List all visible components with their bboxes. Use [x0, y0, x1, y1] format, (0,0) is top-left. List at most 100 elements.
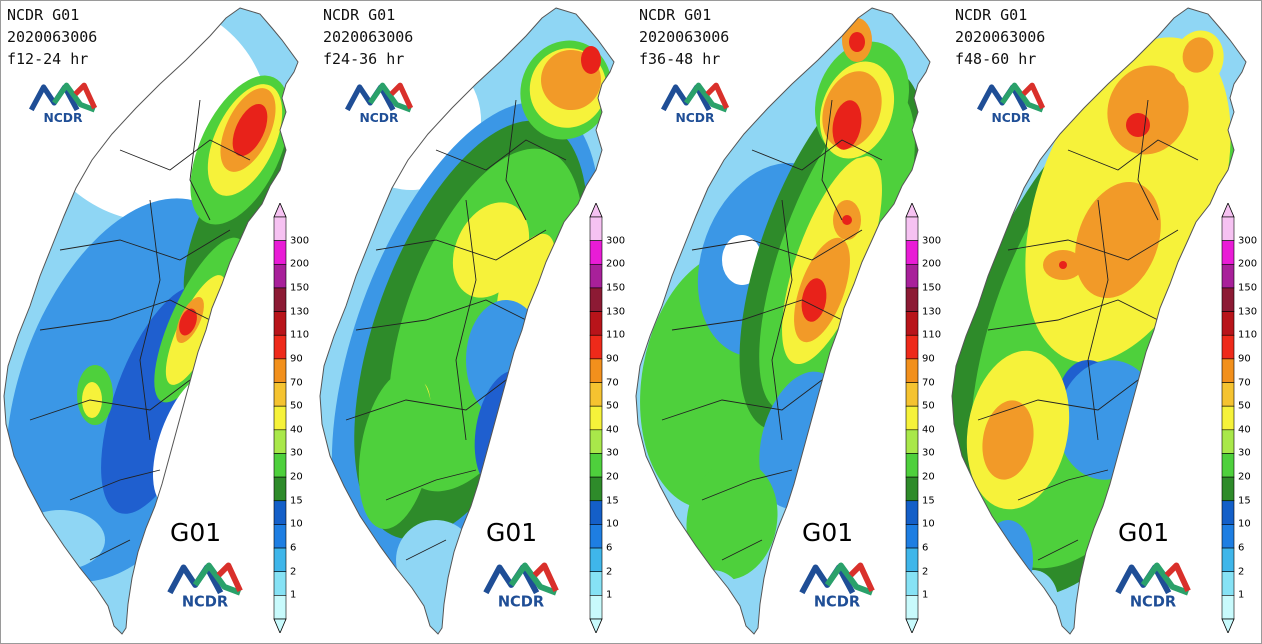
colorbar-segment: [905, 429, 919, 454]
colorbar-segment: [1221, 334, 1235, 360]
county-boundary: [1137, 99, 1159, 221]
logo-text: NCDR: [359, 111, 399, 124]
colorbar-label: 50: [290, 400, 303, 412]
colorbar-label: 40: [606, 424, 619, 436]
ncdr-logo: NCDR: [660, 82, 730, 124]
logo-text: NCDR: [814, 593, 860, 610]
panel-header: NCDR G01 2020063006 f24-36 hr: [323, 4, 413, 70]
header-model: NCDR G01: [955, 6, 1028, 24]
colorbar-label: 90: [606, 353, 619, 365]
county-boundary: [435, 139, 567, 171]
county-boundary: [89, 539, 131, 561]
colorbar-label: 130: [606, 306, 626, 318]
county-boundary: [771, 199, 793, 441]
rainfall-contour: [682, 570, 742, 630]
ncdr-logo: NCDR: [1115, 562, 1191, 610]
county-boundary: [821, 99, 843, 221]
colorbar-segment: [905, 500, 919, 525]
logo-text: NCDR: [991, 111, 1031, 124]
rainfall-contour: [179, 308, 197, 336]
colorbar-segment: [273, 263, 287, 289]
colorbar-segment: [1221, 263, 1235, 289]
colorbar-label: 50: [606, 400, 619, 412]
colorbar-segment: [1221, 500, 1235, 525]
panel-header: NCDR G01 2020063006 f48-60 hr: [955, 4, 1045, 70]
colorbar-label: 200: [290, 258, 310, 270]
colorbar-segment: [273, 358, 287, 383]
county-boundary: [385, 469, 477, 501]
colorbar-segment: [589, 429, 603, 454]
colorbar-label: 70: [922, 377, 935, 389]
colorbar-segment: [273, 476, 287, 502]
panel-header: NCDR G01 2020063006 f36-48 hr: [639, 4, 729, 70]
model-label: G01: [486, 518, 538, 547]
colorbar-segment: [905, 263, 919, 289]
colorbar-max-arrow: [273, 203, 287, 218]
colorbar-segment: [589, 311, 603, 336]
rainfall-contour: [232, 103, 268, 157]
rainfall-contour: [832, 100, 862, 150]
colorbar-label: 30: [606, 447, 619, 459]
header-model: NCDR G01: [7, 6, 80, 24]
colorbar-segment: [905, 571, 919, 596]
colorbar-max-arrow: [905, 203, 919, 218]
colorbar-label: 70: [1238, 377, 1251, 389]
rainfall-contour: [1126, 113, 1150, 137]
logo-text: NCDR: [182, 593, 228, 610]
coastline: [635, 7, 931, 635]
colorbar-label: 200: [606, 258, 626, 270]
colorbar-label: 200: [1238, 258, 1258, 270]
county-boundary: [405, 539, 447, 561]
county-boundary: [375, 229, 547, 261]
colorbar-label: 90: [1238, 353, 1251, 365]
colorbar-label: 30: [1238, 447, 1251, 459]
county-boundary: [139, 199, 161, 441]
county-boundary: [345, 379, 507, 421]
colorbar-label: 2: [1238, 566, 1245, 578]
ncdr-logo: NCDR: [28, 82, 98, 124]
county-boundary: [701, 469, 793, 501]
colorbar-min-arrow: [273, 618, 287, 633]
colorbar-segment: [273, 429, 287, 454]
colorbar-segment: [273, 311, 287, 336]
colorbar-segment: [905, 216, 919, 241]
colorbar-segment: [273, 382, 287, 407]
county-boundary: [661, 379, 823, 421]
model-label: G01: [1118, 518, 1170, 547]
rainfall-contour: [165, 275, 227, 385]
rainfall-contour: [581, 46, 601, 74]
forecast-panel-2: NCDR G01 2020063006 f24-36 hr NCDR NCDR G01 1 2…: [316, 0, 631, 644]
colorbar-segment: [273, 595, 287, 620]
colorbar-segment: [589, 595, 603, 620]
colorbar-label: 15: [922, 495, 935, 507]
colorbar-segment: [905, 595, 919, 620]
colorbar-max-arrow: [1221, 203, 1235, 218]
colorbar-segment: [589, 453, 603, 478]
colorbar-label: 70: [290, 377, 303, 389]
colorbar-label: 20: [1238, 471, 1251, 483]
colorbar-segment: [1221, 216, 1235, 241]
colorbar-label: 15: [290, 495, 303, 507]
colorbar-label: 150: [1238, 282, 1258, 294]
rainfall-contour: [1182, 37, 1214, 73]
county-boundary: [1067, 139, 1199, 171]
colorbar-segment: [1221, 382, 1235, 407]
county-boundary: [671, 299, 843, 331]
colorbar-segment: [273, 405, 287, 431]
county-boundary: [455, 199, 477, 441]
colorbar-segment: [1221, 311, 1235, 336]
colorbar-label: 40: [290, 424, 303, 436]
colorbar-label: 1: [1238, 589, 1245, 601]
colorbar-segment: [589, 571, 603, 596]
colorbar-segment: [1221, 547, 1235, 573]
rainfall-contour: [1107, 65, 1189, 155]
rainfall-contour: [849, 32, 865, 52]
rainfall-contour: [1075, 181, 1161, 299]
rainfall-contour: [1008, 570, 1058, 630]
colorbar-segment: [1221, 453, 1235, 478]
colorbar-label: 2: [290, 566, 297, 578]
colorbar-segment: [905, 453, 919, 478]
colorbar-segment: [905, 405, 919, 431]
coastline: [3, 7, 299, 635]
colorbar-segment: [589, 358, 603, 383]
